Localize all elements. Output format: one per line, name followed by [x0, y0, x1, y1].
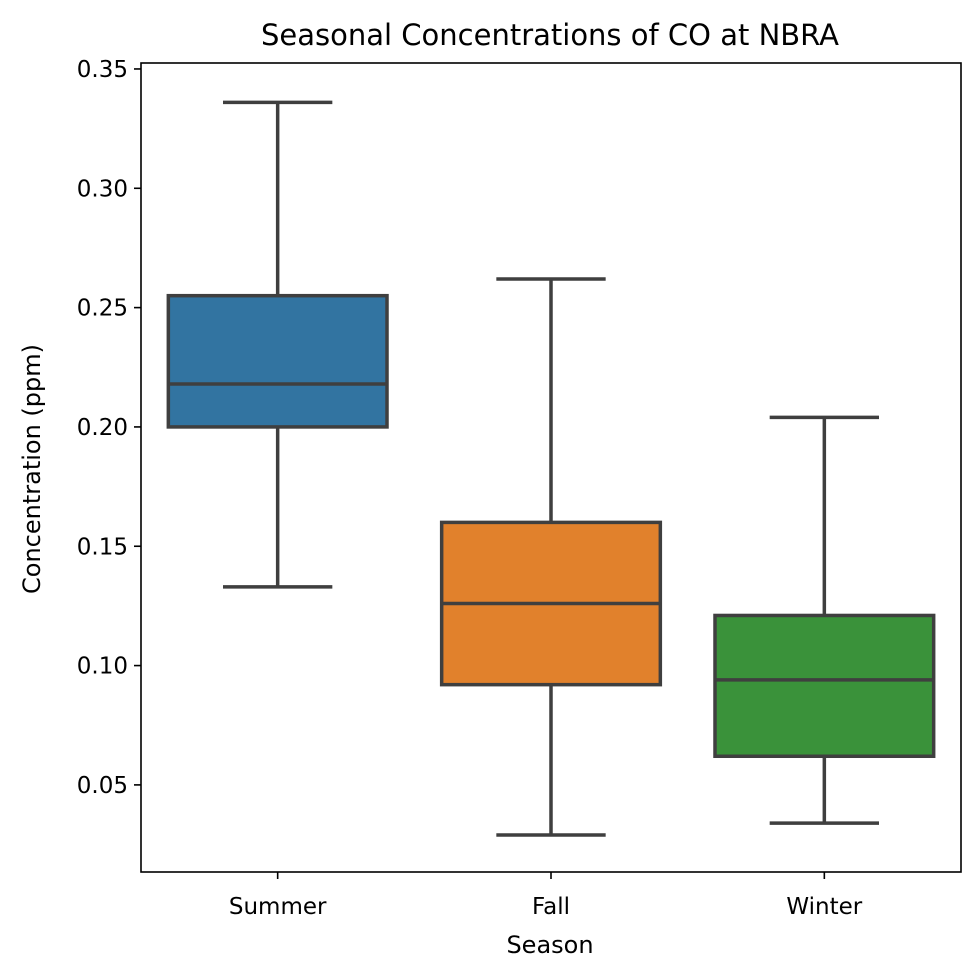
plot-area: 0.05 0.10 0.15 0.20 0.25 0.30 0.35 Summer Fall Wi… [77, 57, 962, 920]
box-summer [166, 293, 389, 429]
y-tick-label: 0.10 [77, 654, 128, 680]
plot-frame [140, 62, 962, 873]
x-tick-label: Fall [532, 894, 570, 920]
y-tick-label: 0.15 [77, 534, 128, 560]
y-tick-label: 0.20 [77, 415, 128, 441]
x-tick-label: Summer [229, 894, 327, 920]
y-tick-label: 0.25 [77, 296, 128, 322]
box-winter [713, 613, 936, 759]
chart-title: Seasonal Concentrations of CO at NBRA [261, 18, 839, 52]
x-tick-label: Winter [786, 894, 862, 920]
y-tick-label: 0.35 [77, 57, 128, 83]
y-tick-label: 0.30 [77, 176, 128, 202]
y-axis-label: Concentration (ppm) [18, 344, 46, 594]
y-tick-label: 0.05 [77, 773, 128, 799]
x-axis-label: Season [506, 931, 593, 959]
